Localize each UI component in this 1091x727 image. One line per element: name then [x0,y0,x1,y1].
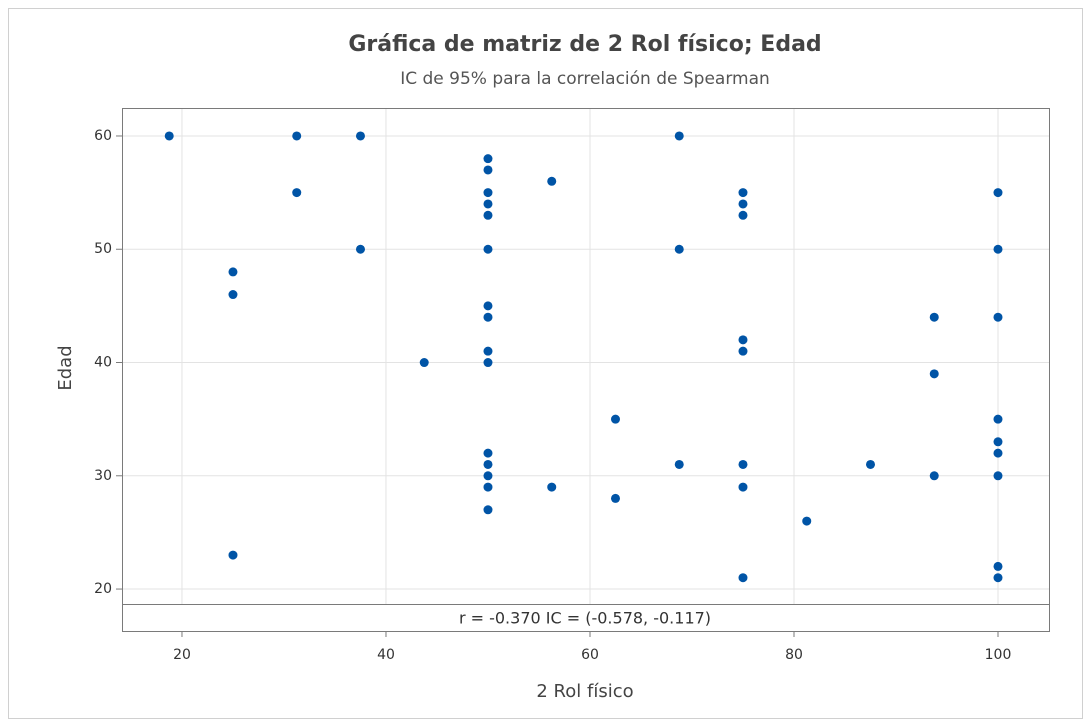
point [483,346,493,356]
x-tick-label: 60 [581,647,599,663]
point [993,471,1003,481]
chart-subtitle: IC de 95% para la correlación de Spearma… [400,69,770,89]
point [547,176,557,186]
x-tick-label: 40 [377,647,395,663]
point [674,131,684,141]
point [164,131,174,141]
point [483,210,493,220]
point [547,482,557,492]
point [483,188,493,198]
point [483,154,493,164]
point [483,244,493,254]
point [483,165,493,175]
point [292,188,302,198]
point [993,437,1003,447]
x-axis-label: 2 Rol físico [536,681,633,702]
point [802,516,812,526]
point [738,210,748,220]
point [929,471,939,481]
point [674,459,684,469]
point [610,414,620,424]
point [483,471,493,481]
x-tick-label: 100 [985,647,1012,663]
y-tick-label: 30 [94,468,112,484]
point [292,131,302,141]
point [993,561,1003,571]
plot-frame [122,108,1050,605]
point [865,459,875,469]
point [228,550,238,560]
plot-area [122,108,1049,604]
x-tick-label: 80 [785,647,803,663]
point [355,131,365,141]
point [738,199,748,209]
point [228,267,238,277]
point [738,459,748,469]
point [674,244,684,254]
point [738,346,748,356]
point [483,358,493,368]
point [993,312,1003,322]
y-tick-label: 60 [94,128,112,144]
point [483,312,493,322]
point [483,199,493,209]
point [738,573,748,583]
y-axis-label: Edad [55,345,76,390]
y-tick-label: 40 [94,355,112,371]
point [993,244,1003,254]
point [929,369,939,379]
point [483,301,493,311]
annotation-box [122,604,1050,632]
point [483,448,493,458]
point [738,188,748,198]
y-tick-label: 50 [94,241,112,257]
point [738,482,748,492]
point [355,244,365,254]
annotation: r = -0.370 IC = (-0.578, -0.117) [459,609,711,628]
point [993,414,1003,424]
point [993,573,1003,583]
y-tick-label: 20 [94,581,112,597]
point [483,459,493,469]
point [738,335,748,345]
point [483,505,493,515]
x-tick-label: 20 [173,647,191,663]
point [483,482,493,492]
point [610,493,620,503]
chart-title: Gráfica de matriz de 2 Rol físico; Edad [348,32,821,57]
point [929,312,939,322]
point [228,290,238,300]
point [993,188,1003,198]
point [419,358,429,368]
point [993,448,1003,458]
